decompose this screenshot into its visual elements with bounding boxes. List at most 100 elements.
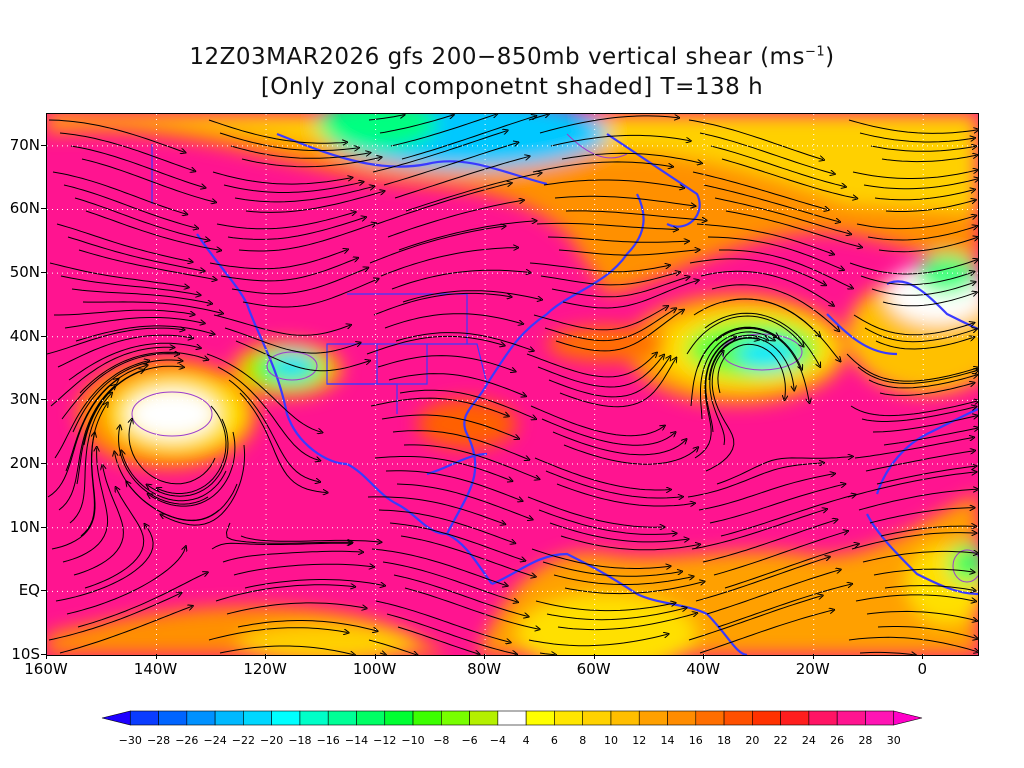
streamline: [533, 307, 667, 331]
streamline: [217, 366, 319, 460]
streamline: [528, 634, 668, 647]
streamline: [699, 610, 833, 654]
colorbar-label: 24: [801, 734, 816, 747]
streamline: [78, 249, 216, 280]
streamline: [60, 275, 200, 295]
colorbar-label: −10: [401, 734, 425, 747]
streamline: [386, 613, 516, 654]
colorbar-swatch: [723, 710, 753, 726]
streamline: [874, 190, 974, 201]
streamline: [374, 456, 512, 481]
colorbar-swatch: [384, 710, 414, 726]
colorbar-swatch: [582, 710, 612, 726]
streamline: [846, 353, 978, 382]
colorbar-swatch: [469, 710, 499, 726]
streamline: [535, 601, 675, 612]
streamline: [856, 216, 975, 230]
longitude-tick: [484, 654, 486, 659]
colorbar-label: 4: [522, 734, 530, 747]
colorbar-label: −4: [489, 734, 506, 747]
streamline: [545, 470, 682, 498]
streamline: [227, 217, 365, 240]
streamline: [400, 535, 535, 577]
longitude-label: 80W: [467, 660, 502, 678]
streamline: [79, 351, 207, 394]
streamline: [709, 484, 844, 524]
streamline: [231, 268, 367, 295]
colorbar-label: −14: [344, 734, 369, 747]
streamline: [705, 334, 768, 433]
streamline: [71, 288, 211, 304]
streamline: [392, 430, 528, 460]
streamline: [244, 579, 384, 589]
streamline: [62, 448, 109, 563]
colorbar-label: 8: [579, 734, 587, 747]
streamline: [875, 337, 973, 350]
latitude-tick: [41, 272, 46, 274]
streamline: [379, 653, 385, 655]
streamline: [222, 551, 362, 563]
streamline: [379, 115, 453, 134]
streamline: [883, 428, 978, 446]
colorbar-swatch: [327, 710, 357, 726]
colorbar-label: −12: [373, 734, 397, 747]
streamline: [558, 250, 699, 256]
streamline: [372, 131, 507, 173]
streamline: [557, 613, 696, 631]
streamline: [858, 489, 977, 511]
streamline: [75, 325, 214, 342]
streamline: [377, 355, 515, 372]
streamline: [49, 262, 188, 287]
streamline: [48, 119, 185, 152]
streamline: [398, 221, 536, 251]
streamline: [713, 531, 847, 576]
streamline: [556, 483, 694, 506]
streamline: [47, 328, 183, 355]
colorbar-label: 10: [603, 734, 618, 747]
streamline: [51, 433, 95, 550]
streamline: [541, 418, 675, 446]
streamline: [219, 645, 354, 655]
streamline: [725, 210, 861, 247]
streamline: [863, 179, 978, 190]
streamline: [877, 626, 977, 639]
latitude-label: 50N: [9, 263, 40, 282]
streamline: [240, 535, 380, 542]
streamline: [692, 171, 828, 210]
streamline: [378, 509, 514, 543]
streamline: [70, 145, 205, 188]
streamline: [367, 496, 504, 524]
streamline: [690, 326, 778, 407]
streamline: [869, 508, 974, 524]
streamline: [67, 236, 204, 271]
streamline: [119, 426, 209, 505]
streamline: [876, 466, 975, 485]
streamline: [158, 405, 227, 494]
streamline: [702, 520, 836, 563]
streamline: [878, 237, 977, 253]
streamline: [530, 405, 664, 437]
title-line-1-text: 12Z03MAR2026 gfs 200−850mb vertical shea…: [189, 44, 805, 70]
longitude-tick: [593, 654, 595, 659]
colorbar-label: 26: [830, 734, 845, 747]
streamline: [852, 170, 977, 179]
streamline: [64, 317, 204, 329]
longitude-tick: [374, 654, 376, 659]
latitude-tick: [41, 590, 46, 592]
streamline: [69, 393, 111, 524]
colorbar-label: 30: [886, 734, 901, 747]
streamline: [212, 171, 351, 185]
streamline: [717, 584, 851, 628]
latitude-tick: [41, 335, 46, 337]
streamline: [208, 627, 348, 641]
streamline: [547, 236, 688, 242]
streamline: [47, 379, 118, 498]
latitude-label: 30N: [9, 390, 40, 409]
colorbar-label: 16: [688, 734, 703, 747]
longitude-label: 60W: [576, 660, 611, 678]
streamline: [384, 313, 522, 329]
streamline: [397, 626, 479, 654]
latitude-label: 10S: [11, 645, 40, 663]
streamline: [715, 327, 809, 402]
colorbar-swatch: [356, 710, 386, 726]
